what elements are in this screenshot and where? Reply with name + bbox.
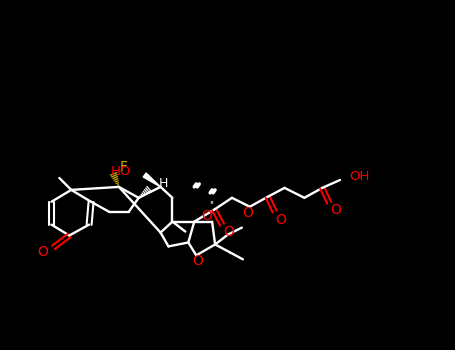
Text: H: H [158,177,168,190]
Polygon shape [143,173,161,187]
Text: '': '' [210,200,215,210]
Text: O: O [331,203,342,217]
Text: O: O [275,213,286,227]
Text: O: O [202,209,212,223]
Text: OH: OH [349,170,369,183]
Text: O: O [223,225,234,239]
Text: O: O [243,206,253,220]
Text: F: F [120,160,128,174]
Text: O: O [37,245,48,259]
Text: HO: HO [111,164,131,177]
Text: O: O [192,254,202,268]
